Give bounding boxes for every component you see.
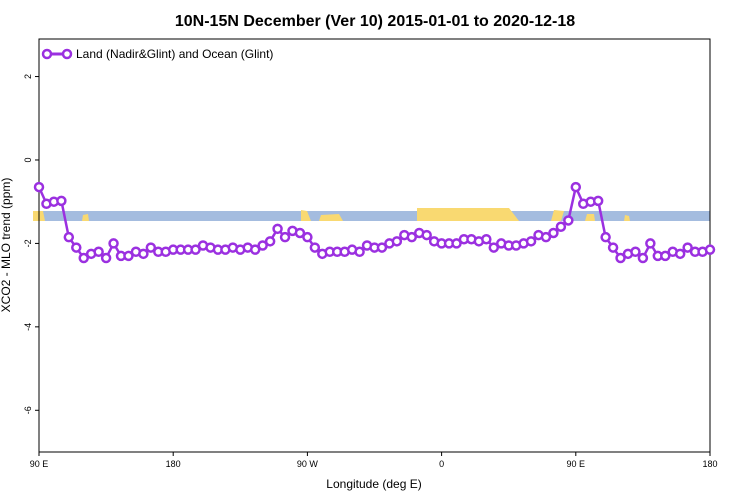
land-patch <box>624 215 630 221</box>
data-point <box>391 236 403 247</box>
land-patch <box>551 210 564 221</box>
data-point <box>294 227 306 239</box>
legend-marker-left <box>41 48 53 60</box>
data-point <box>56 195 67 207</box>
data-point <box>451 238 462 249</box>
land-patch <box>301 210 311 221</box>
legend-label: Land (Nadir&Glint) and Ocean (Glint) <box>76 47 273 61</box>
legend: Land (Nadir&Glint) and Ocean (Glint) <box>41 47 273 61</box>
data-point <box>63 231 75 243</box>
y-tick-label: -6 <box>23 406 33 414</box>
data-point <box>600 231 611 243</box>
data-point <box>108 238 119 249</box>
data-point <box>100 252 112 264</box>
data-point <box>525 236 537 247</box>
legend-marker-right <box>61 48 73 60</box>
land-patch <box>82 214 89 221</box>
data-point <box>249 244 261 255</box>
map-background <box>33 208 710 221</box>
y-tick-label: -2 <box>23 239 33 247</box>
x-axis: 90 E 180 90 W 0 90 E 180 <box>30 452 718 469</box>
y-tick-label: -4 <box>23 323 33 331</box>
data-point <box>309 242 321 253</box>
data-point <box>682 242 693 253</box>
x-tick-label: 180 <box>702 459 717 469</box>
data-point <box>264 236 276 247</box>
x-tick-label: 90 E <box>567 459 586 469</box>
data-point <box>548 227 559 239</box>
x-tick-label: 90 E <box>30 459 49 469</box>
y-tick-label: 0 <box>23 157 33 162</box>
data-point <box>563 215 574 226</box>
data-point <box>190 244 201 255</box>
data-point <box>704 244 716 255</box>
land-patch <box>319 214 343 221</box>
data-point <box>78 252 89 264</box>
data-point <box>138 248 149 260</box>
data-point <box>592 195 604 207</box>
x-tick-label: 0 <box>439 459 444 469</box>
data-point <box>93 246 104 258</box>
data-point <box>257 240 268 251</box>
data-point <box>481 233 492 245</box>
data-point <box>540 231 552 243</box>
data-point <box>354 246 365 258</box>
data-point <box>555 221 567 232</box>
data-point <box>279 231 291 243</box>
data-point <box>376 242 388 253</box>
y-axis: 2 0 -2 -4 -6 <box>23 74 39 414</box>
data-point <box>637 252 649 264</box>
data-point <box>630 246 641 258</box>
data-point <box>607 242 619 253</box>
data-point <box>145 242 157 253</box>
data-point <box>645 238 656 249</box>
x-tick-label: 180 <box>166 459 181 469</box>
data-point <box>272 223 283 235</box>
data-point <box>660 250 671 262</box>
data-point <box>615 252 626 264</box>
land-patch <box>585 214 595 221</box>
data-point <box>674 248 686 260</box>
y-tick-label: 2 <box>23 74 33 79</box>
ocean-band <box>39 211 710 221</box>
data-point <box>302 231 313 243</box>
data-point <box>421 229 432 241</box>
series-layer <box>33 181 716 264</box>
x-tick-label: 90 W <box>297 459 319 469</box>
data-point <box>123 250 134 262</box>
x-axis-label: Longitude (deg E) <box>326 477 421 491</box>
land-patch <box>417 208 519 221</box>
data-point <box>570 181 582 193</box>
y-axis-label: XCO2 - MLO trend (ppm) <box>0 178 13 313</box>
data-point <box>406 231 418 243</box>
chart-title: 10N-15N December (Ver 10) 2015-01-01 to … <box>175 13 575 30</box>
data-point <box>71 242 82 253</box>
data-point <box>33 181 45 193</box>
data-point <box>488 242 500 253</box>
